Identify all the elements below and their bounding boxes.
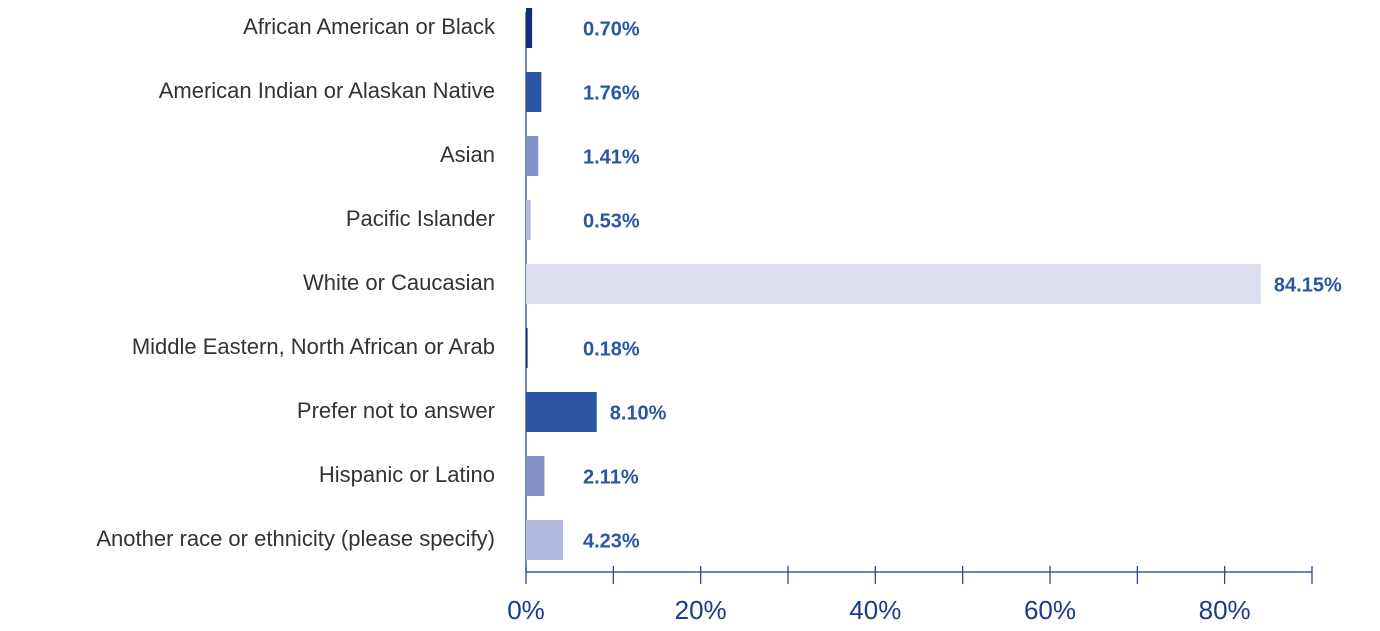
category-label: Another race or ethnicity (please specif…: [96, 526, 495, 551]
value-label: 8.10%: [610, 402, 667, 424]
bar: [526, 328, 528, 368]
value-label: 0.53%: [583, 210, 640, 232]
bar: [526, 200, 531, 240]
category-label: Hispanic or Latino: [319, 462, 495, 487]
category-label: Pacific Islander: [346, 206, 495, 231]
bar: [526, 264, 1261, 304]
value-label: 84.15%: [1274, 274, 1342, 296]
x-tick-label: 20%: [675, 595, 727, 625]
x-tick-label: 80%: [1199, 595, 1251, 625]
value-label: 1.76%: [583, 82, 640, 104]
x-tick-label: 60%: [1024, 595, 1076, 625]
bar: [526, 8, 533, 48]
category-label: White or Caucasian: [303, 270, 495, 295]
value-label: 1.41%: [583, 146, 640, 168]
value-label: 0.70%: [583, 18, 640, 40]
category-label: American Indian or Alaskan Native: [159, 78, 495, 103]
category-label: Prefer not to answer: [297, 398, 495, 423]
x-tick-label: 40%: [849, 595, 901, 625]
x-tick-label: 0%: [507, 595, 545, 625]
bar: [526, 520, 563, 560]
bar: [526, 136, 539, 176]
category-label: African American or Black: [243, 14, 496, 39]
bar: [526, 392, 597, 432]
bar: [526, 456, 545, 496]
category-label: Middle Eastern, North African or Arab: [132, 334, 495, 359]
category-label: Asian: [440, 142, 495, 167]
value-label: 0.18%: [583, 338, 640, 360]
value-label: 4.23%: [583, 530, 640, 552]
value-label: 2.11%: [583, 466, 639, 488]
bar: [526, 72, 542, 112]
